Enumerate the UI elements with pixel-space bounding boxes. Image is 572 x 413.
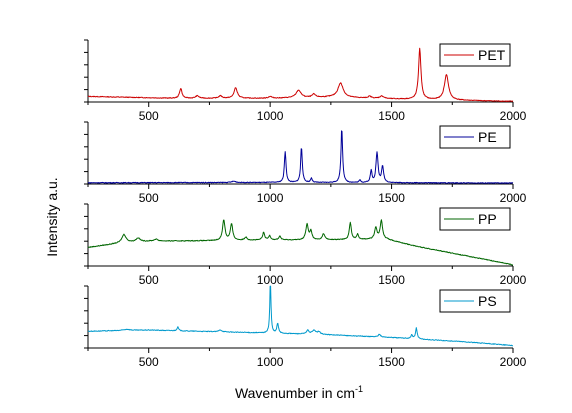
spectrum-line-pp <box>87 219 514 266</box>
x-tick-label: 2000 <box>500 191 527 205</box>
x-tick-label: 1000 <box>257 191 284 205</box>
legend-box <box>439 43 511 67</box>
x-axis-title-text: Wavenumber in cm <box>235 385 355 401</box>
legend-label: PE <box>478 129 497 145</box>
legend-box <box>439 289 511 313</box>
legend-box <box>439 125 511 149</box>
x-tick-label: 1000 <box>257 273 284 287</box>
x-tick-label: 500 <box>139 109 159 123</box>
spectrum-line-pe <box>87 130 514 184</box>
panel-pp: 500 1000 1500 2000 PP <box>84 203 527 287</box>
x-tick-label: 1500 <box>378 109 405 123</box>
x-axis-title-superscript: -1 <box>355 384 363 394</box>
panel-pet: 500 1000 1500 2000 PET <box>84 39 527 123</box>
x-tick-label: 1500 <box>378 355 405 369</box>
x-tick-label: 500 <box>139 191 159 205</box>
spectrum-line-pet <box>87 47 514 102</box>
legend-label: PP <box>478 211 497 227</box>
legend-box <box>439 207 511 231</box>
x-tick-label: 500 <box>139 355 159 369</box>
x-tick-label: 1500 <box>378 273 405 287</box>
x-tick-label: 1000 <box>257 355 284 369</box>
x-tick-label: 1000 <box>257 109 284 123</box>
legend-label: PET <box>478 47 506 63</box>
panel-ps: 500 1000 1500 2000 PS <box>84 285 527 369</box>
x-tick-label: 2000 <box>500 109 527 123</box>
x-tick-label: 500 <box>139 273 159 287</box>
x-axis-title: Wavenumber in cm-1 <box>235 384 363 401</box>
x-tick-label: 1500 <box>378 191 405 205</box>
panel-pe: 500 1000 1500 2000 PE <box>84 121 527 205</box>
spectrum-line-ps <box>87 285 514 347</box>
x-tick-label: 2000 <box>500 273 527 287</box>
legend-label: PS <box>478 293 497 309</box>
x-tick-label: 2000 <box>500 355 527 369</box>
y-axis-title: Intensity a.u. <box>44 177 60 256</box>
